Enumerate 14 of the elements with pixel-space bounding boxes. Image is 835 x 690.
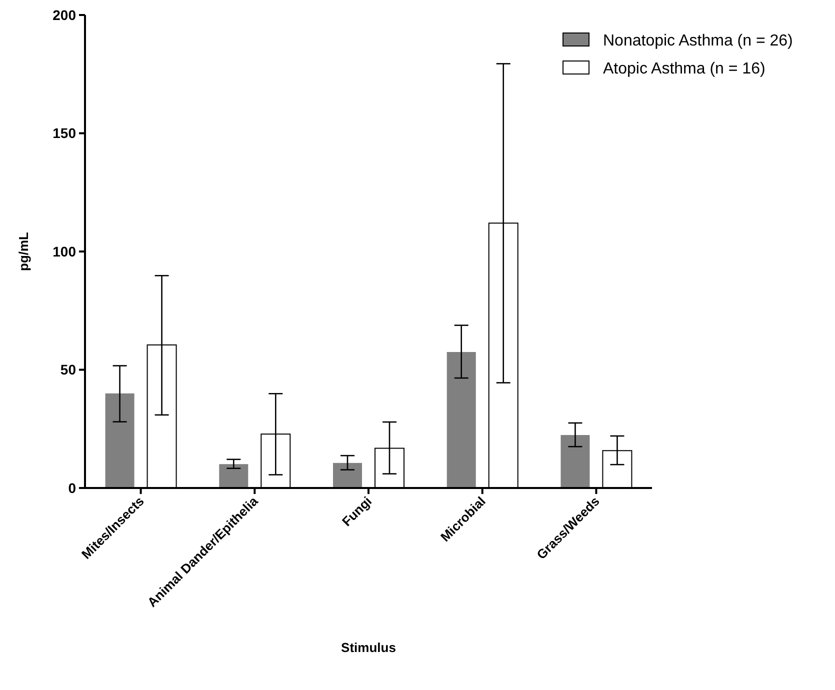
y-tick-label: 200 — [52, 6, 76, 23]
y-tick-label: 150 — [52, 125, 76, 142]
y-tick-label: 100 — [52, 243, 76, 260]
legend-label: Nonatopic Asthma (n = 26) — [603, 32, 793, 50]
y-tick-label: 0 — [68, 480, 76, 496]
bar — [333, 462, 362, 488]
bar — [560, 435, 590, 488]
y-axis-title: pg/mL — [16, 232, 31, 271]
bar — [219, 464, 248, 488]
x-axis-title: Stimulus — [341, 640, 396, 655]
legend-label: Atopic Asthma (n = 16) — [603, 60, 766, 78]
bar — [105, 393, 134, 488]
y-tick-label: 50 — [60, 362, 76, 378]
bar — [446, 352, 476, 488]
